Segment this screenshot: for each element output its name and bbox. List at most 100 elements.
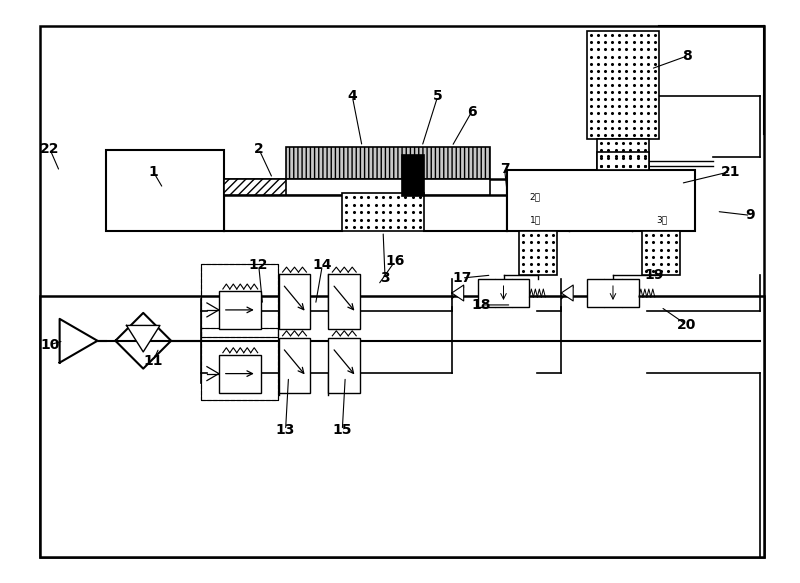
Point [634,59,647,68]
Bar [597,139,649,170]
Point [610,138,622,147]
Point [638,161,651,170]
Point [602,146,614,155]
Text: 15: 15 [333,423,352,437]
Point [606,66,618,75]
Point [406,208,419,217]
Point [620,109,633,118]
Bar [106,150,224,231]
Point [585,109,598,118]
Point [617,138,630,147]
Point [606,123,618,132]
Text: 1口: 1口 [530,215,541,224]
Point [627,66,640,75]
Point [627,59,640,68]
Point [631,138,644,147]
Point [547,245,560,254]
Point [620,116,633,125]
Point [634,52,647,61]
Point [627,123,640,132]
Point [398,223,411,232]
Point [647,245,660,254]
Point [634,80,647,90]
Point [599,109,612,118]
Point [613,101,626,111]
Text: 9: 9 [746,208,755,222]
Text: 10: 10 [40,338,59,352]
Point [648,73,661,83]
Point [627,30,640,40]
Text: 12: 12 [249,258,269,272]
Point [585,101,598,111]
Point [638,146,651,155]
Point [585,66,598,75]
Point [517,238,530,247]
Point [384,193,397,202]
Point [613,123,626,132]
Bar [278,338,310,392]
Point [532,266,545,276]
Point [648,123,661,132]
Point [642,109,654,118]
Bar [278,274,310,329]
Point [624,151,637,160]
Point [592,101,605,111]
Point [602,161,614,170]
Point [592,116,605,125]
Point [592,45,605,54]
Point [585,116,598,125]
Point [606,87,618,97]
Point [639,252,652,261]
Point [642,73,654,83]
Point [631,146,644,155]
Point [602,153,614,163]
Point [398,193,411,202]
Point [370,208,382,217]
Point [624,161,637,170]
Point [610,153,622,163]
Point [634,73,647,83]
Point [606,59,618,68]
Point [391,200,404,209]
Point [517,245,530,254]
Point [648,45,661,54]
Text: 18: 18 [472,298,491,312]
Point [354,193,367,202]
Point [547,231,560,240]
Point [599,80,612,90]
Point [642,30,654,40]
Point [627,52,640,61]
Point [613,94,626,104]
Bar [201,264,278,337]
Point [414,193,426,202]
Text: 19: 19 [644,268,663,282]
Point [370,200,382,209]
Point [648,66,661,75]
Point [599,130,612,139]
Point [602,151,614,160]
Point [624,138,637,147]
Point [613,130,626,139]
Point [414,215,426,224]
Point [647,238,660,247]
Point [585,130,598,139]
Point [613,38,626,47]
Point [620,52,633,61]
Point [377,193,390,202]
Point [648,30,661,40]
Point [594,161,607,170]
Point [627,109,640,118]
Point [594,151,607,160]
Point [670,266,682,276]
Point [639,231,652,240]
Point [517,266,530,276]
Point [620,38,633,47]
Point [340,215,353,224]
Point [602,138,614,147]
Point [585,52,598,61]
Bar [642,231,680,275]
Point [638,161,651,170]
Point [347,223,360,232]
Point [627,87,640,97]
Point [594,138,607,147]
